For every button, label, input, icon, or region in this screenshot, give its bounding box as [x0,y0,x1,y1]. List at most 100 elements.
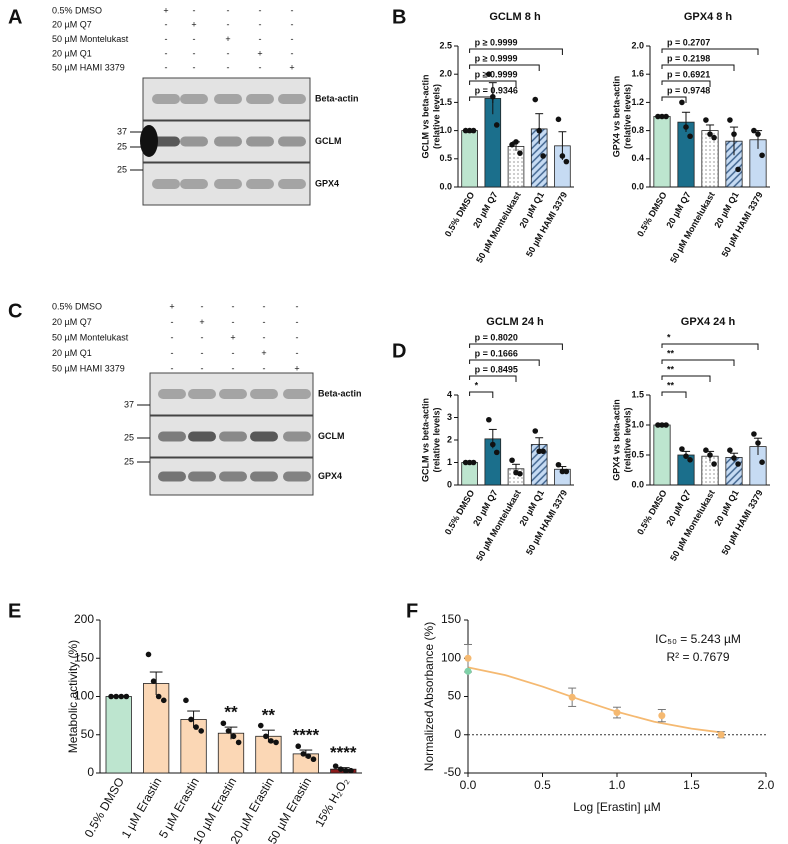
panel-letter: C [8,300,22,322]
lane-sign: - [201,301,204,311]
lane-sign: - [263,301,266,311]
chart-title: GPX4 24 h [681,316,736,328]
lane-sign: - [232,348,235,358]
y-tick-label: -50 [444,765,462,779]
data-point [759,152,765,159]
lane-sign: - [259,34,262,44]
lane-sign: - [227,48,230,58]
band-label: GPX4 [315,178,339,188]
lane-sign: - [193,48,196,58]
data-point [257,722,264,729]
data-point [470,127,477,134]
data-point [108,693,114,700]
data-point [509,457,515,464]
data-point [230,733,237,740]
lane-sign: + [289,63,294,73]
lane-sign: - [165,48,168,58]
data-point [532,96,539,103]
data-point [337,766,344,772]
comparison-bracket [469,96,494,103]
comparison-label: p = 0.9748 [667,85,710,95]
data-point [679,99,685,106]
data-point [118,693,125,700]
data-point [755,131,761,137]
comparison-label: p = 0.8495 [475,364,518,374]
y-tick-label: 0 [447,479,452,489]
blot-band [283,389,311,399]
comparison-bracket [661,391,687,398]
size-marker: 25 [117,164,127,174]
lane-sign: - [232,363,235,373]
panel-letter: F [406,600,418,622]
data-point [310,756,317,763]
data-point [663,422,669,428]
x-tick-label: 0.5% DMSO [635,488,669,536]
lane-sign: + [199,317,204,327]
lane-sign: - [263,363,266,373]
panel-letter: E [8,600,21,622]
annotation: R² = 0.7679 [666,650,729,664]
y-tick-label: 1.2 [631,97,644,107]
data-point [536,127,542,134]
data-point [687,457,693,463]
blot-smear [140,125,158,157]
bar [461,130,478,188]
lane-sign: - [165,34,168,44]
treatment-label: 20 µM Q7 [52,20,92,30]
x-tick-label: 2.0 [758,778,775,792]
y-axis-label: GPX4 vs beta-actin [611,76,621,158]
lane-sign: - [201,348,204,358]
y-tick-label: 0.0 [439,181,452,191]
data-point [490,441,496,448]
blot-band [283,431,311,442]
lane-sign: - [263,332,266,342]
data-point [150,678,157,684]
treatment-label: 0.5% DMSO [52,5,102,15]
data-point [559,153,566,159]
data-point [687,133,693,140]
lane-sign: + [261,348,266,358]
data-point [655,113,661,120]
y-tick-label: 1.6 [631,69,644,79]
comparison-label: p = 0.8020 [475,332,518,342]
data-point [193,724,199,730]
bar [461,462,478,486]
blot-band [246,179,274,189]
comparison-label: p ≥ 0.9999 [475,37,518,47]
y-axis-label: GCLM vs beta-actin [420,398,430,482]
blot-band [158,431,186,442]
blot-band [188,389,216,399]
blot-band [158,389,186,399]
data-point [470,459,477,466]
blot-band [219,471,247,482]
y-tick-label: 2.0 [439,69,452,79]
data-point [727,117,733,123]
data-point [183,697,189,704]
significance: **** [293,726,320,745]
y-axis-label: Metabolic activity (%) [66,640,80,753]
lane-sign: + [294,363,299,373]
band-label: Beta-actin [318,388,362,398]
comparison-bracket [469,80,517,87]
band-label: GPX4 [318,471,342,481]
data-point [462,127,469,134]
x-tick-label: 50 µM Montelukast [474,190,523,264]
data-point [123,693,130,700]
comparison-label: p = 0.2707 [667,37,710,47]
x-axis-label: Log [Erastin] µM [573,800,661,814]
y-axis-label: (relative levels) [622,84,632,149]
data-point [513,139,519,145]
data-point [145,651,152,658]
x-tick-label: 1.0 [609,778,626,792]
blot-band [278,136,306,147]
data-point [703,117,709,123]
comparison-bracket [661,375,711,382]
size-marker: 37 [124,399,134,409]
blot-band [219,389,247,399]
y-tick-label: 2.5 [439,40,452,50]
lane-sign: - [165,20,168,30]
y-axis-label: (relative levels) [622,407,632,472]
y-tick-label: 100 [441,650,461,664]
comparison-label: p = 0.2198 [667,53,710,63]
comparison-bracket [661,64,735,71]
